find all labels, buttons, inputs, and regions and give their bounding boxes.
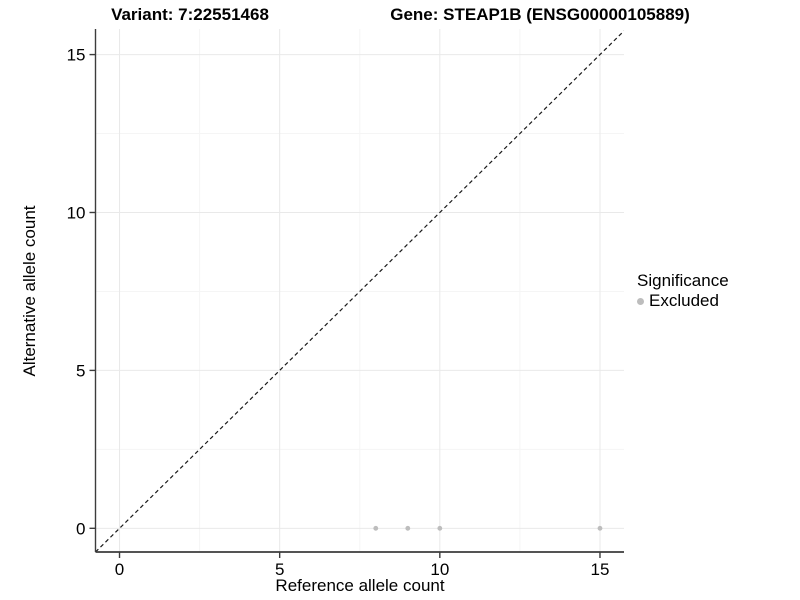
variant-title: Variant: 7:22551468 [111,5,269,24]
x-tick-label: 0 [115,560,124,579]
x-tick-label: 10 [430,560,449,579]
y-tick-label: 5 [76,361,85,380]
excluded-point-icon [637,297,644,305]
legend-title: Significance [637,271,729,290]
identity-reference-line [95,30,624,552]
gene-title: Gene: STEAP1B (ENSG00000105889) [390,5,690,24]
y-axis-title: Alternative allele count [20,205,39,377]
legend-item-excluded: Excluded [637,291,729,311]
data-point [373,525,379,531]
x-axis-title: Reference allele count [275,576,445,595]
y-tick-label: 15 [67,46,86,65]
x-tick-label: 15 [591,560,610,579]
data-point [597,525,603,531]
y-tick-label: 0 [76,519,85,538]
legend-item-label: Excluded [649,291,719,310]
data-point [405,525,411,531]
legend: Significance Excluded [637,271,729,311]
data-point [437,525,443,531]
x-tick-label: 5 [275,560,284,579]
y-tick-label: 10 [67,203,86,222]
